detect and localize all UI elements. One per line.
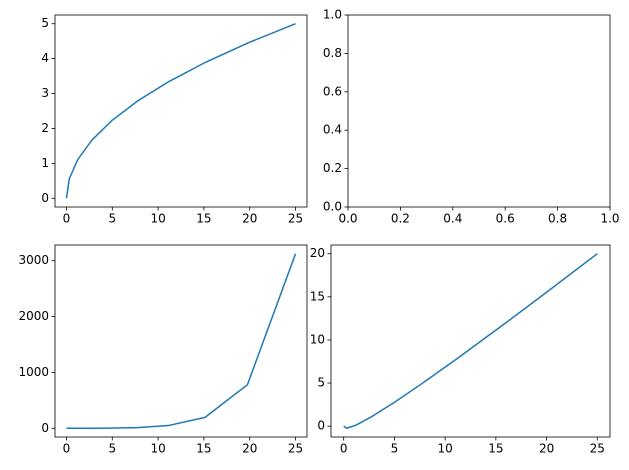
y-tick-label: 5 <box>317 376 325 390</box>
x-tick-label: 0 <box>340 442 348 456</box>
y-tick-label: 3000 <box>18 253 49 267</box>
data-line <box>343 253 598 430</box>
y-tick-label: 1000 <box>18 365 49 379</box>
data-line <box>65 23 296 199</box>
x-tick-label: 0.2 <box>391 212 410 226</box>
x-tick-label: 1.0 <box>600 212 619 226</box>
x-tick-label: 20 <box>242 442 257 456</box>
x-tick-label: 10 <box>150 442 165 456</box>
y-tick-label: 15 <box>310 289 325 303</box>
x-tick-label: 5 <box>108 442 116 456</box>
x-tick-label: 15 <box>196 212 211 226</box>
y-tick-label: 1.0 <box>323 8 342 22</box>
x-tick-label: 15 <box>488 442 503 456</box>
x-tick-label: 5 <box>108 212 116 226</box>
axes-frame <box>347 14 611 208</box>
x-tick-label: 0 <box>63 442 71 456</box>
x-tick-label: 0.6 <box>496 212 515 226</box>
y-tick-label: 4 <box>41 51 49 65</box>
x-tick-label: 15 <box>196 442 211 456</box>
y-tick-label: 3 <box>41 86 49 100</box>
y-tick-label: 0.6 <box>323 84 342 98</box>
y-tick-label: 0.4 <box>323 123 342 137</box>
y-tick-label: 2 <box>41 121 49 135</box>
x-tick-label: 10 <box>150 212 165 226</box>
y-tick-label: 1 <box>41 156 49 170</box>
data-line <box>66 253 297 430</box>
y-tick-label: 0.2 <box>323 161 342 175</box>
y-tick-label: 10 <box>310 332 325 346</box>
x-tick-label: 0.8 <box>548 212 567 226</box>
x-tick-label: 25 <box>288 212 303 226</box>
y-tick-label: 0.0 <box>323 200 342 214</box>
x-tick-label: 0.4 <box>443 212 462 226</box>
axes-frame <box>330 244 611 438</box>
axes-frame <box>54 244 308 438</box>
x-tick-label: 25 <box>590 442 605 456</box>
x-tick-label: 20 <box>539 442 554 456</box>
y-tick-label: 5 <box>41 16 49 30</box>
axes-frame <box>54 14 308 208</box>
y-tick-label: 0.8 <box>323 46 342 60</box>
y-tick-label: 0 <box>317 419 325 433</box>
x-tick-label: 20 <box>242 212 257 226</box>
x-tick-label: 0.0 <box>338 212 357 226</box>
x-tick-label: 10 <box>437 442 452 456</box>
y-tick-label: 20 <box>310 246 325 260</box>
x-tick-label: 0 <box>63 212 71 226</box>
y-tick-label: 0 <box>41 421 49 435</box>
y-tick-label: 2000 <box>18 309 49 323</box>
x-tick-label: 5 <box>391 442 399 456</box>
y-tick-label: 0 <box>41 191 49 205</box>
x-tick-label: 25 <box>288 442 303 456</box>
